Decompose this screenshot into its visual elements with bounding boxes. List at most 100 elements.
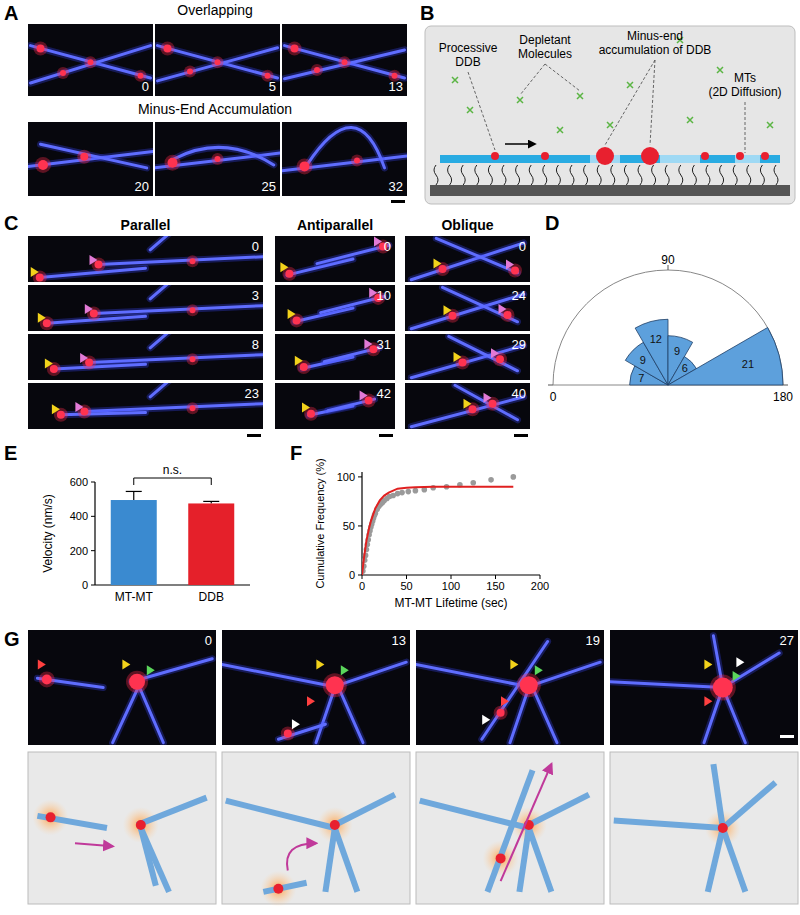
row-title: Minus-End Accumulation (138, 101, 292, 117)
arrowhead-pointer (302, 402, 310, 412)
ddb-glow (161, 41, 175, 55)
micrograph-bg (28, 630, 216, 745)
polar-frame (553, 270, 783, 385)
axis-title: Cumulative Frequency (%) (314, 458, 326, 588)
ddb-spot (85, 359, 93, 367)
data-label: 21 (742, 358, 754, 370)
data-label: 12 (650, 333, 662, 345)
microtubule (54, 364, 146, 369)
axis-title: Velocity (nm/s) (41, 494, 55, 573)
microtubule-glow (610, 682, 723, 688)
micrograph: 23 (28, 381, 263, 429)
time-stamp: 19 (586, 633, 600, 648)
arrowhead-pointer (341, 665, 349, 675)
tick-label: 0 (82, 579, 88, 591)
micrograph-bg (610, 630, 798, 745)
micrograph-content (411, 287, 524, 328)
micrograph-content (411, 238, 524, 279)
microtubule (529, 828, 552, 892)
scale-bar (247, 434, 261, 437)
ddb-glow (34, 41, 48, 55)
microtubule-glow (174, 147, 274, 165)
tick (495, 575, 496, 579)
ddb-spot (291, 44, 299, 52)
micrograph-bg (282, 24, 407, 96)
ddb-spot (215, 156, 221, 162)
arrowhead-pointer (704, 696, 712, 706)
time-stamp: 25 (262, 179, 276, 194)
arrowhead-pointer (307, 696, 315, 706)
surface-linker (720, 165, 724, 185)
schematic (222, 752, 410, 907)
ddb-glow (187, 402, 199, 414)
surface-linker (733, 165, 737, 185)
microtubule (723, 782, 776, 828)
time-stamp: 13 (389, 79, 403, 94)
micrograph: 0 (28, 24, 153, 96)
tick-label: 150 (486, 580, 504, 592)
depletant (717, 67, 723, 73)
microtubule-glow (158, 48, 278, 81)
data-label: 6 (682, 362, 688, 374)
ddb-glow (517, 673, 541, 697)
micrograph-content (411, 385, 524, 426)
arrowhead-pointer (482, 715, 490, 725)
ddb-spot (215, 59, 221, 65)
microtubule (141, 828, 169, 892)
arrowhead-pointer (464, 399, 472, 409)
microtubule (150, 285, 169, 299)
surface-linker (502, 165, 506, 185)
microtubule (141, 828, 156, 886)
schematic-label: Depletant (519, 33, 571, 47)
ddb-spot (300, 363, 308, 371)
ddb (46, 812, 56, 822)
microtubule (335, 828, 358, 892)
surface-linker (747, 165, 751, 185)
microtubule (61, 412, 146, 414)
ddb-spot (314, 67, 320, 73)
schematic-label: (2D Diffusion) (708, 85, 781, 99)
microtubule (614, 820, 723, 828)
axis-title: MT-MT Lifetime (sec) (394, 596, 507, 610)
tick (91, 550, 95, 551)
data-point (470, 480, 476, 486)
microtubule-glow (31, 46, 151, 83)
microtubule (455, 385, 518, 420)
micrograph-content (280, 237, 390, 281)
plot-area (362, 474, 516, 575)
micrograph-content (295, 339, 381, 374)
ddb-spot (190, 307, 196, 313)
microtubule-glow (339, 662, 407, 685)
micrograph-content (45, 334, 263, 376)
ddb-spot (138, 73, 144, 79)
microtubule-glow (41, 144, 147, 168)
ddb (596, 147, 614, 165)
micrograph-bg (405, 383, 530, 429)
error-bar (133, 491, 134, 500)
tick (451, 575, 452, 579)
arrowhead-pointer (52, 404, 60, 414)
surface (430, 185, 790, 196)
data-point (405, 489, 411, 495)
ddb-spot (307, 410, 315, 418)
leader-line (650, 60, 655, 145)
microtubule-glow (89, 355, 263, 363)
time-stamp: 27 (780, 633, 794, 648)
arrowhead-pointer (510, 660, 518, 670)
ddb-spot (504, 311, 512, 319)
fit-line (362, 487, 513, 575)
micrograph: 0 (405, 236, 530, 282)
microtubule (222, 665, 339, 688)
microtubule (94, 306, 263, 314)
tick-label: 100 (337, 471, 355, 483)
microtubule (449, 336, 518, 371)
time-stamp: 13 (392, 633, 406, 648)
ddb-spot (95, 261, 103, 269)
surface-linker (692, 165, 696, 185)
error-cap (126, 491, 142, 492)
bar-chart: 0200400600Velocity (nm/s)MT-MTDDBn.s. (41, 463, 250, 604)
microtubule (723, 828, 746, 892)
tick (362, 575, 363, 579)
microtubule-glow (94, 306, 263, 314)
ddb-spot (365, 396, 373, 404)
